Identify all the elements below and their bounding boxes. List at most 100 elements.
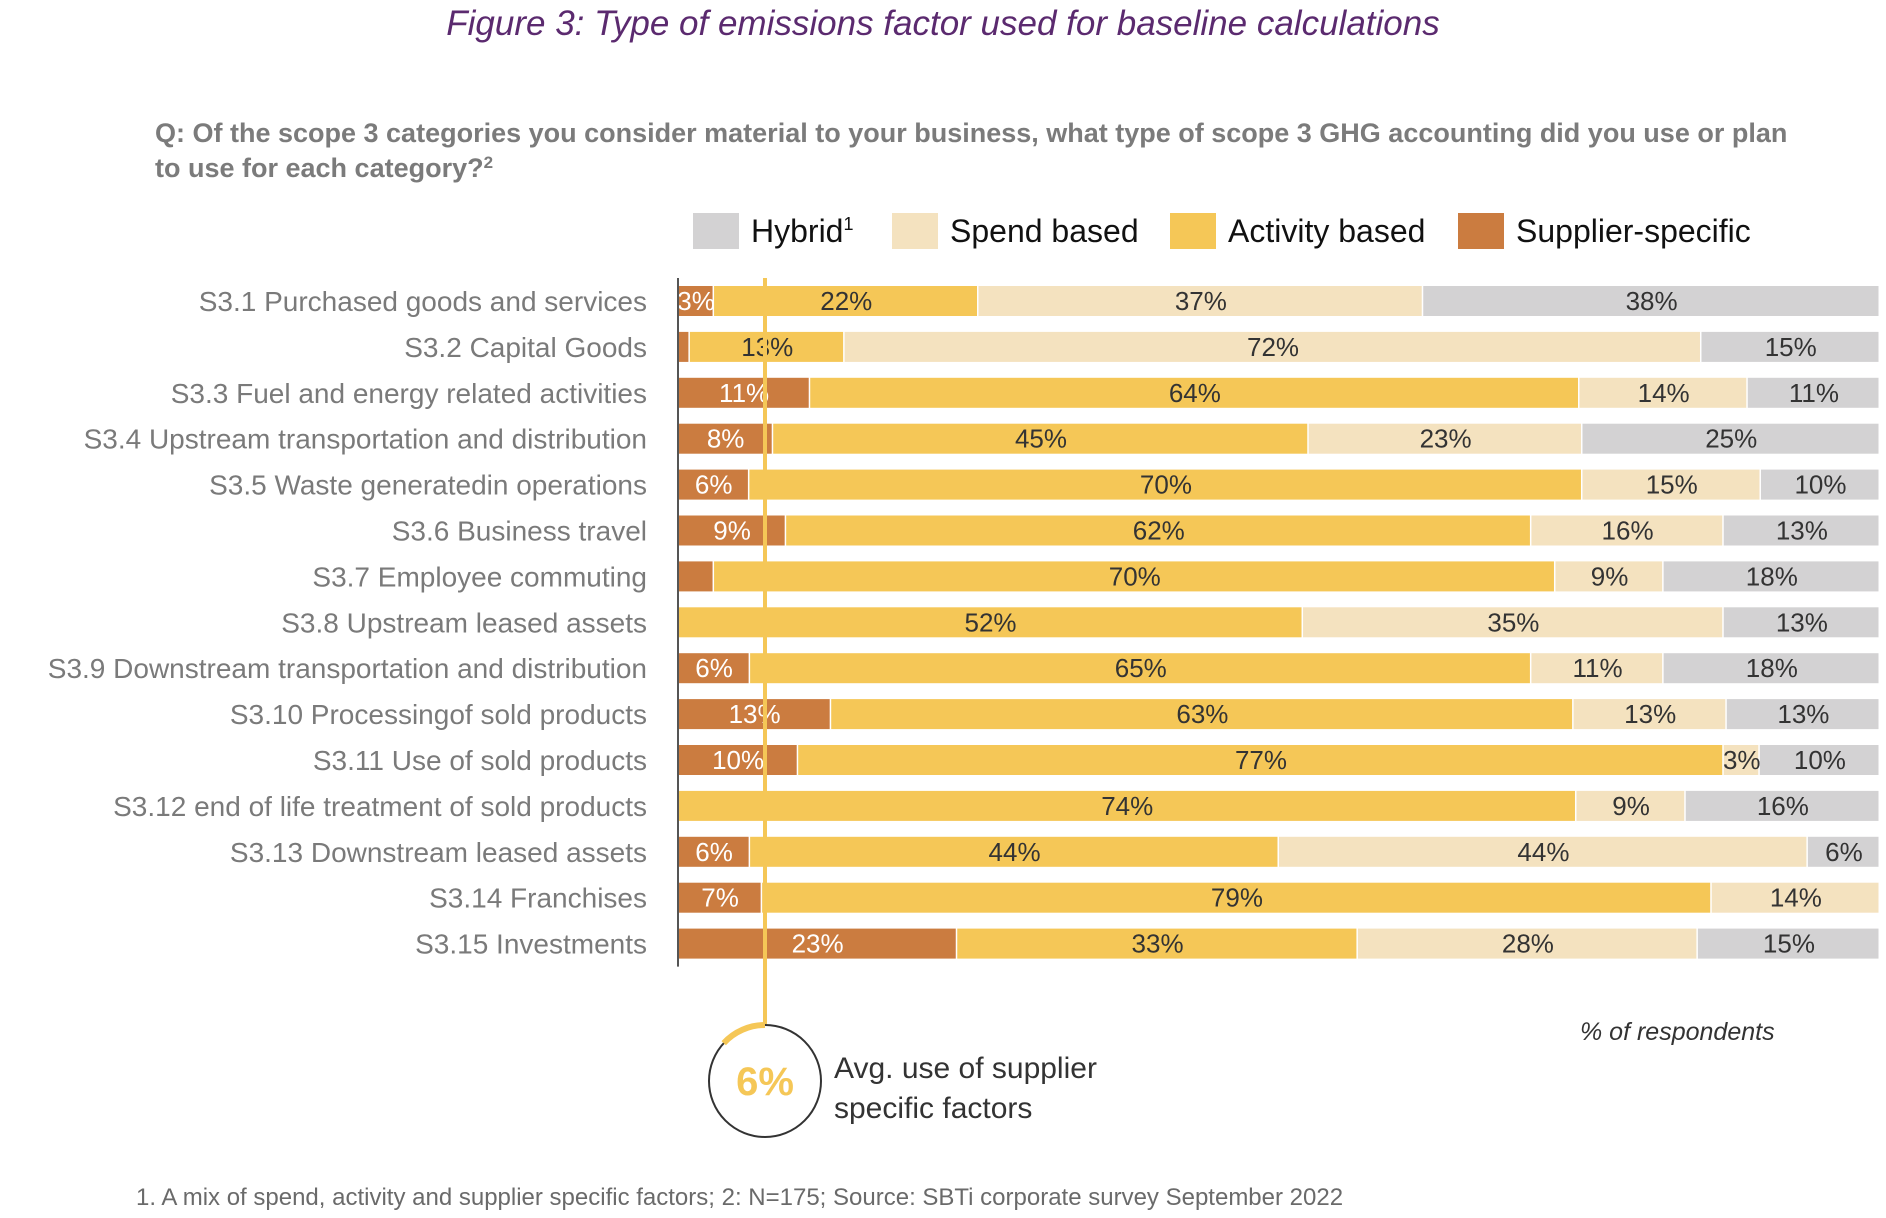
bar-segment-spend-based <box>1573 699 1726 730</box>
legend-item-supplier: Supplier-specific <box>1458 212 1751 250</box>
bar-segment-activity-based <box>957 928 1357 959</box>
data-label: 3% <box>1723 745 1761 775</box>
category-label: S3.5 Waste generatedin operations <box>209 470 647 501</box>
data-label: 7% <box>701 883 739 913</box>
data-label: 13% <box>1777 699 1829 729</box>
data-label: 11% <box>1789 378 1839 408</box>
bar-segment-activity-based <box>714 286 977 316</box>
callout-value: 6% <box>736 1060 794 1104</box>
axis-note: % of respondents <box>1580 1018 1775 1046</box>
bar-segment-spend-based <box>1357 928 1697 959</box>
data-label: 65% <box>1115 653 1167 683</box>
bar-segment-spend-based <box>1555 561 1663 592</box>
bar-segment-spend-based <box>1279 836 1807 867</box>
data-label: 18% <box>1746 561 1798 591</box>
bar-segment-hybrid <box>1723 515 1879 546</box>
bar-segment-activity-based <box>798 745 1723 775</box>
data-label: 11% <box>1572 653 1622 683</box>
bar-segment-hybrid <box>1663 653 1879 684</box>
data-label: 72% <box>1247 332 1299 362</box>
legend-footnote-mark: 1 <box>843 213 854 234</box>
category-label: S3.7 Employee commuting <box>312 561 647 592</box>
bar-segment-spend-based <box>1723 745 1759 775</box>
data-label: 22% <box>820 286 872 316</box>
footnote: 1. A mix of spend, activity and supplier… <box>136 1184 1344 1211</box>
data-label: 70% <box>1109 561 1161 591</box>
legend-swatch-hybrid <box>693 213 739 249</box>
category-label: S3.3 Fuel and energy related activities <box>171 378 647 409</box>
callout-line-2: specific factors <box>834 1092 1033 1125</box>
bar-segment-hybrid <box>1723 607 1879 638</box>
bar-segment-activity-based <box>750 653 1530 684</box>
data-label: 64% <box>1169 378 1221 408</box>
data-label: 33% <box>1132 929 1184 959</box>
data-label: 37% <box>1175 286 1227 316</box>
data-label: 14% <box>1770 883 1822 913</box>
data-label: 9% <box>1612 791 1650 821</box>
callout-line-1: Avg. use of supplier <box>834 1052 1097 1085</box>
bar-segment-hybrid <box>1701 331 1879 362</box>
bar-segment-hybrid <box>1697 928 1879 959</box>
legend-label-text: Hybrid <box>751 212 844 249</box>
data-label: 23% <box>1420 424 1472 454</box>
category-label: S3.14 Franchises <box>429 883 647 914</box>
survey-question: Q: Of the scope 3 categories you conside… <box>155 116 1795 186</box>
legend-swatch-supplier <box>1458 213 1504 249</box>
bar-segment-supplier-specific <box>678 423 772 454</box>
category-label: S3.6 Business travel <box>392 516 647 547</box>
bar-segment-spend-based <box>1308 423 1581 454</box>
bar-segment-activity-based <box>750 836 1278 867</box>
bar-segment-hybrid <box>1807 836 1879 867</box>
data-label: 35% <box>1487 607 1539 637</box>
data-label: 13% <box>741 332 793 362</box>
data-label: 45% <box>1015 424 1067 454</box>
data-label: 6% <box>695 653 733 683</box>
data-label: 63% <box>1176 699 1228 729</box>
bar-segment-activity-based <box>773 423 1308 454</box>
data-label: 10% <box>1794 470 1846 500</box>
data-label: 3% <box>677 286 715 316</box>
callout-progress-arc <box>721 1022 766 1046</box>
bar-segment-hybrid <box>1582 423 1879 454</box>
question-footnote-mark: 2 <box>483 153 494 172</box>
data-label: 28% <box>1502 929 1554 959</box>
bar-segment-activity-based <box>762 882 1711 913</box>
data-label: 16% <box>1757 791 1809 821</box>
bar-segment-supplier-specific <box>678 882 761 913</box>
legend-label-supplier: Supplier-specific <box>1516 212 1751 249</box>
category-label: S3.2 Capital Goods <box>404 332 647 363</box>
bar-segment-activity-based <box>714 561 1554 592</box>
bar-segment-activity-based <box>831 699 1573 730</box>
category-label: S3.8 Upstream leased assets <box>281 607 647 638</box>
data-label: 62% <box>1133 516 1185 546</box>
bar-segment-supplier-specific <box>678 286 713 316</box>
bar-segment-supplier-specific <box>678 699 830 730</box>
bar-segment-supplier-specific <box>678 469 748 500</box>
callout-text: Avg. use of supplier specific factors <box>834 1049 1097 1129</box>
legend-label-activity: Activity based <box>1228 212 1426 249</box>
bar-segment-hybrid <box>1685 790 1879 821</box>
category-label: S3.4 Upstream transportation and distrib… <box>84 424 647 455</box>
bar-segment-hybrid <box>1726 699 1879 730</box>
legend-label-spend: Spend based <box>950 212 1139 249</box>
bar-segment-spend-based <box>1582 469 1760 500</box>
legend-swatch-spend <box>892 213 938 249</box>
legend-item-activity: Activity based <box>1170 212 1425 250</box>
data-label: 10% <box>1794 745 1846 775</box>
bar-segment-supplier-specific <box>678 836 749 867</box>
bar-segment-supplier-specific <box>678 745 797 775</box>
data-label: 38% <box>1626 286 1678 316</box>
bar-segment-spend-based <box>844 331 1700 362</box>
category-label: S3.13 Downstream leased assets <box>230 837 647 868</box>
bar-segment-supplier-specific <box>678 928 956 959</box>
bar-segment-hybrid <box>1760 469 1879 500</box>
bar-segment-hybrid <box>1759 745 1879 775</box>
data-label: 15% <box>1763 929 1815 959</box>
bar-segment-supplier-specific <box>678 561 713 592</box>
data-label: 9% <box>713 516 751 546</box>
bar-segment-spend-based <box>1711 882 1879 913</box>
bar-segment-spend-based <box>978 286 1422 316</box>
data-label: 79% <box>1211 883 1263 913</box>
bar-segment-spend-based <box>1531 515 1723 546</box>
